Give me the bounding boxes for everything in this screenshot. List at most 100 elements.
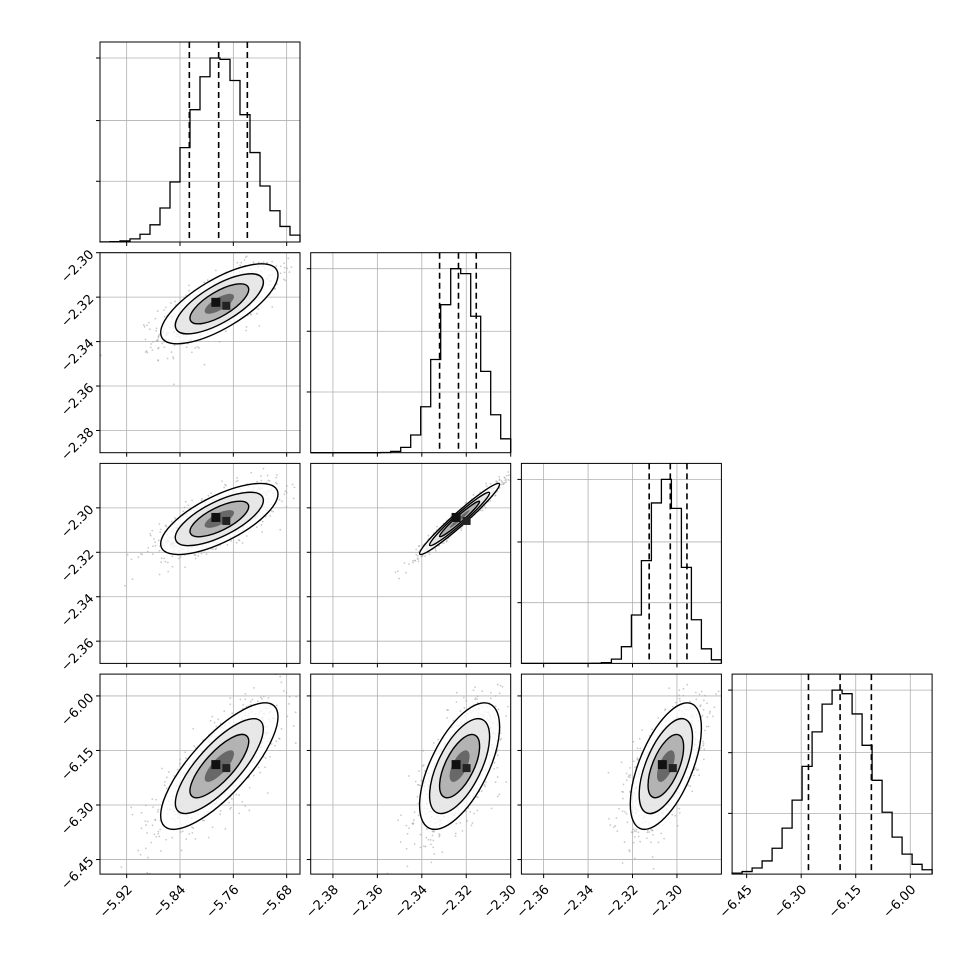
sample-point — [149, 534, 152, 537]
sample-point — [428, 553, 431, 556]
sample-point — [446, 539, 448, 542]
sample-point — [279, 272, 282, 275]
sample-point — [496, 754, 499, 757]
sample-point — [151, 798, 154, 801]
sample-point — [140, 553, 142, 555]
sample-point — [130, 806, 133, 809]
sample-point — [413, 843, 416, 845]
sample-point — [185, 757, 187, 760]
sample-point — [262, 467, 265, 470]
sample-point — [496, 776, 499, 778]
sample-point — [147, 856, 149, 859]
sample-point — [146, 550, 149, 553]
sample-point — [276, 474, 278, 476]
sample-point — [702, 699, 705, 702]
sample-point — [295, 695, 298, 698]
sample-point — [171, 836, 174, 839]
sample-point — [505, 474, 508, 477]
sample-point — [157, 808, 159, 811]
sample-point — [499, 684, 502, 687]
sample-point — [267, 697, 270, 699]
sample-point — [449, 515, 452, 518]
sample-point — [270, 510, 273, 512]
sample-point — [434, 549, 437, 552]
sample-point — [256, 312, 258, 315]
sample-point — [256, 700, 259, 703]
sample-point — [708, 712, 711, 715]
sample-point — [239, 698, 242, 701]
sample-point — [210, 492, 213, 495]
sample-point — [418, 770, 420, 772]
sample-point — [489, 691, 492, 694]
sample-point — [620, 761, 623, 764]
sample-point — [506, 705, 509, 708]
sample-point — [405, 571, 407, 574]
sample-point — [153, 833, 156, 836]
sample-point — [417, 814, 420, 817]
sample-point — [283, 493, 286, 496]
sample-point — [505, 479, 508, 481]
sample-point — [279, 265, 282, 268]
sample-point — [288, 271, 291, 274]
sample-point — [480, 790, 483, 792]
sample-point — [293, 486, 296, 489]
sample-point — [157, 338, 159, 341]
sample-point — [187, 504, 190, 507]
sample-point — [131, 578, 134, 581]
sample-point — [244, 805, 246, 807]
sample-point — [224, 828, 227, 830]
sample-point — [481, 509, 484, 512]
sample-point — [160, 561, 163, 564]
sample-point — [126, 553, 129, 556]
sample-point — [502, 483, 505, 486]
sample-point — [504, 479, 507, 482]
sample-point — [636, 757, 639, 760]
sample-point — [465, 699, 468, 702]
sample-point — [173, 383, 175, 386]
sample-point — [524, 692, 526, 694]
sample-point — [288, 702, 290, 705]
density-peak — [222, 764, 231, 773]
sample-point — [211, 826, 214, 829]
sample-point — [260, 697, 263, 700]
sample-point — [503, 481, 506, 484]
sample-point — [283, 271, 286, 274]
sample-point — [476, 698, 478, 701]
sample-point — [139, 853, 142, 856]
sample-point — [496, 683, 499, 686]
sample-point — [483, 783, 486, 786]
sample-point — [146, 832, 149, 834]
sample-point — [307, 241, 309, 243]
sample-point — [268, 480, 271, 482]
sample-point — [239, 264, 242, 267]
sample-point — [259, 696, 262, 699]
sample-point — [155, 329, 158, 332]
sample-point — [418, 545, 420, 548]
sample-point — [200, 552, 203, 555]
sample-point — [418, 784, 420, 786]
sample-point — [471, 822, 474, 824]
sample-point — [287, 257, 290, 260]
sample-point — [235, 541, 238, 544]
sample-point — [155, 339, 158, 342]
sample-point — [279, 528, 282, 531]
sample-point — [264, 757, 267, 759]
sample-point — [284, 490, 287, 493]
sample-point — [179, 831, 182, 833]
sample-point — [172, 356, 175, 358]
sample-point — [290, 266, 293, 268]
sample-point — [173, 344, 176, 347]
sample-point — [207, 494, 210, 497]
sample-point — [131, 813, 134, 816]
sample-point — [420, 779, 423, 782]
sample-point — [702, 742, 705, 745]
sample-point — [489, 697, 492, 700]
sample-point — [283, 266, 286, 269]
sample-point — [657, 841, 660, 844]
sample-point — [485, 781, 487, 784]
sample-point — [455, 701, 458, 703]
sample-point — [417, 560, 420, 563]
sample-point — [165, 306, 167, 309]
sample-point — [160, 557, 163, 560]
sample-point — [415, 553, 418, 556]
